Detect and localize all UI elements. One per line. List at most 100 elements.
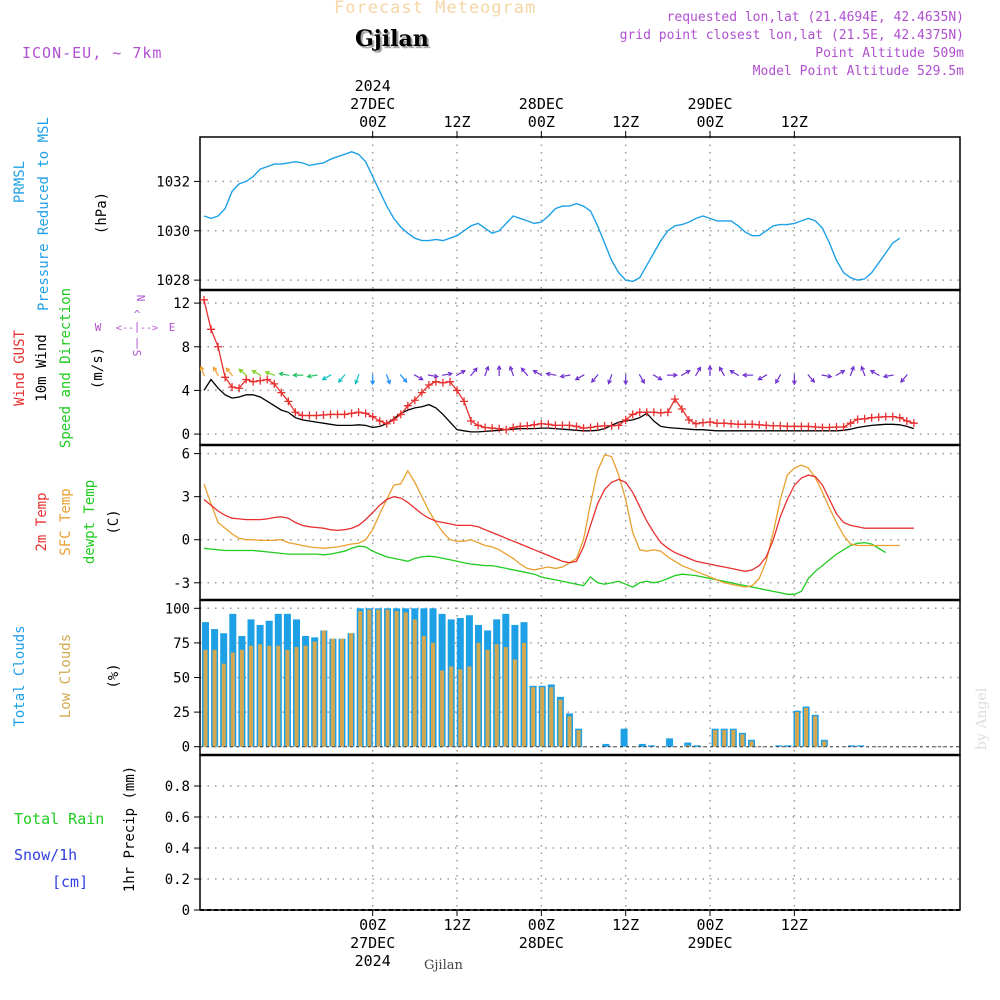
low-cloud-bar (567, 716, 572, 747)
total-cloud-bar (857, 745, 865, 747)
gust-marker (474, 421, 483, 430)
wind-arrow-head (238, 368, 244, 374)
wind-arrow (849, 366, 855, 377)
low-cloud-bar (467, 666, 472, 747)
snow-unit: [cm] (52, 873, 88, 891)
wind-arrow (835, 370, 845, 377)
wind-arrow-head (640, 378, 645, 385)
low-cloud-bar (321, 630, 326, 747)
time-label-top: 00Z (359, 113, 386, 131)
wind-arrow-head (418, 375, 424, 381)
gust-marker (741, 420, 750, 429)
total-cloud-bar (666, 738, 674, 747)
wind-arrow-head (545, 371, 551, 377)
wind-arrow-head (729, 370, 735, 375)
panel-frame (199, 136, 961, 291)
gust-marker (256, 376, 265, 385)
low-cloud-bar (804, 707, 809, 747)
low-cloud-bar (713, 730, 718, 747)
gust-marker (291, 408, 300, 417)
time-label-bottom: 00Z (359, 916, 386, 934)
gust-marker (607, 421, 616, 430)
total-cloud-bar (693, 745, 701, 747)
sfc-temp-line (203, 454, 900, 588)
grid-point-coords: grid point closest lon,lat (21.5E, 42.43… (619, 28, 964, 43)
total-cloud-bar (638, 743, 646, 747)
wind-arrow-head (718, 366, 724, 372)
wind-arrow (870, 370, 880, 377)
gust-marker (326, 410, 335, 419)
point-altitude: Point Altitude 509m (815, 46, 964, 61)
wind-arrow-head (520, 367, 526, 373)
wind-arrow-head (337, 377, 343, 383)
wind-arrow (860, 366, 866, 377)
wind-arrow (455, 370, 466, 377)
y-tick-label: 50 (173, 671, 190, 687)
y-tick-label: 0.8 (165, 779, 190, 795)
low-cloud-bar (522, 642, 526, 747)
gust-marker (551, 421, 560, 430)
model-label: ICON-EU, ~ 7km (22, 44, 163, 62)
total-cloud-bar (848, 745, 856, 747)
wind-arrow-head (433, 373, 439, 379)
low-cloud-bar (303, 645, 308, 747)
wind-arrow-head (574, 375, 580, 381)
y-tick-label: 8 (182, 340, 190, 356)
wind-arrow-head (278, 371, 284, 377)
pressure-line (203, 151, 901, 283)
wind-arrow (265, 371, 276, 377)
wind-arrow (652, 374, 662, 381)
time-label-top: 27DEC (350, 95, 395, 113)
y-tick-label: 3 (182, 490, 190, 506)
low-cloud-bar (340, 638, 344, 747)
wind-speed-line (203, 378, 914, 433)
wind-arrow-head (810, 377, 816, 383)
wind-arrow-head (673, 372, 679, 378)
wind-arrow-head (741, 372, 747, 378)
wind-arrow-head (484, 365, 490, 371)
low-cloud-bar (512, 659, 517, 747)
wind-unit: (m/s) (90, 347, 106, 389)
y-tick-label: 6 (182, 447, 190, 463)
low-cloud-bar (494, 644, 499, 747)
low-cloud-bar (403, 612, 408, 747)
clouds-unit: (%) (106, 663, 122, 688)
low-cloud-bar (531, 687, 536, 747)
gust-marker (431, 377, 440, 386)
wind-arrow-head (447, 371, 454, 377)
wind-arrow (900, 374, 908, 383)
precip-label: 1hr Precip (mm) (122, 766, 138, 892)
wind-arrow-head (607, 379, 612, 385)
gust-marker (874, 413, 883, 422)
wind-arrow-head (775, 378, 780, 385)
gust-marker (902, 416, 911, 425)
wind-arrow (441, 372, 452, 376)
y-tick-label: 0 (182, 533, 190, 549)
wind-arrow (385, 374, 391, 384)
wind-arrow (807, 374, 815, 383)
low-cloud-bar (440, 670, 445, 747)
gust-marker (361, 409, 370, 418)
y-tick-label: 25 (173, 705, 190, 721)
wind-arrow-head (623, 380, 629, 386)
gust-marker (495, 424, 504, 433)
wind-arrow (821, 374, 832, 378)
meteogram-title: Forecast Meteogram (334, 0, 537, 18)
wind-arrow (546, 372, 557, 376)
gust-marker (235, 384, 244, 393)
wind-arrow (354, 374, 360, 384)
gust-marker (783, 422, 792, 431)
y-tick-label: 4 (182, 383, 190, 399)
gust-marker (467, 416, 476, 425)
low-cloud-bar (731, 730, 736, 747)
location-title: Gjilan (355, 26, 429, 52)
wind-gust-label: Wind GUST (12, 330, 28, 406)
gust-marker (382, 419, 391, 428)
wind-arrow-head (559, 373, 565, 379)
gust-marker (354, 408, 363, 417)
wind-arrow-head (696, 366, 702, 372)
gust-marker (200, 295, 208, 304)
y-tick-label: -3 (173, 576, 190, 592)
total-cloud-bar (684, 742, 692, 747)
gust-marker (403, 401, 412, 410)
